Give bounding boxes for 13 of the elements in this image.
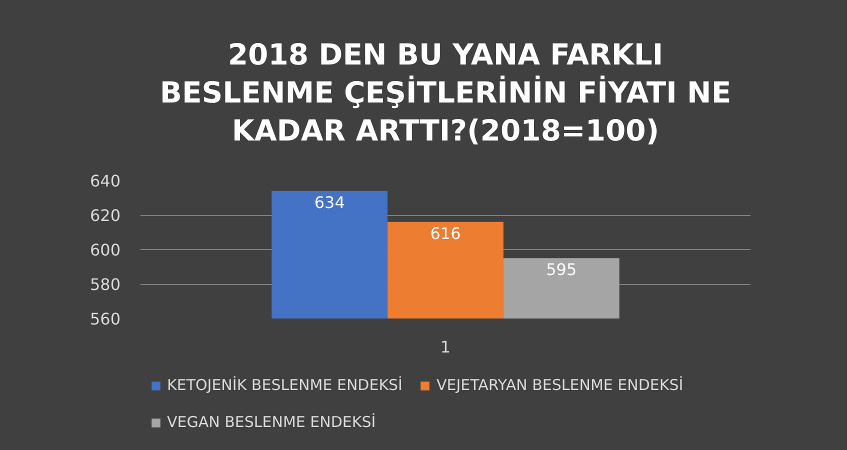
chart-title: 2018 DEN BU YANA FARKLI BESLENME ÇEŞİTLERİNİN FİYATI NE KADAR ARTTI?(2018=100) (160, 38, 732, 148)
y-tick-label: 600 (90, 240, 121, 260)
y-tick-label: 640 (90, 172, 121, 190)
legend-label: KETOJENİK BESLENME ENDEKSİ (167, 375, 402, 395)
legend-label: VEGAN BESLENME ENDEKSİ (167, 412, 376, 432)
y-tick-label: 580 (90, 275, 121, 294)
x-tick-label: 1 (440, 338, 451, 356)
y-tick-label: 560 (90, 310, 121, 328)
data-label: 616 (430, 224, 461, 243)
y-tick-label: 620 (90, 206, 121, 225)
legend-label: VEJETARYAN BESLENME ENDEKSİ (436, 375, 684, 395)
data-label: 595 (546, 260, 577, 280)
data-label: 634 (314, 192, 345, 212)
